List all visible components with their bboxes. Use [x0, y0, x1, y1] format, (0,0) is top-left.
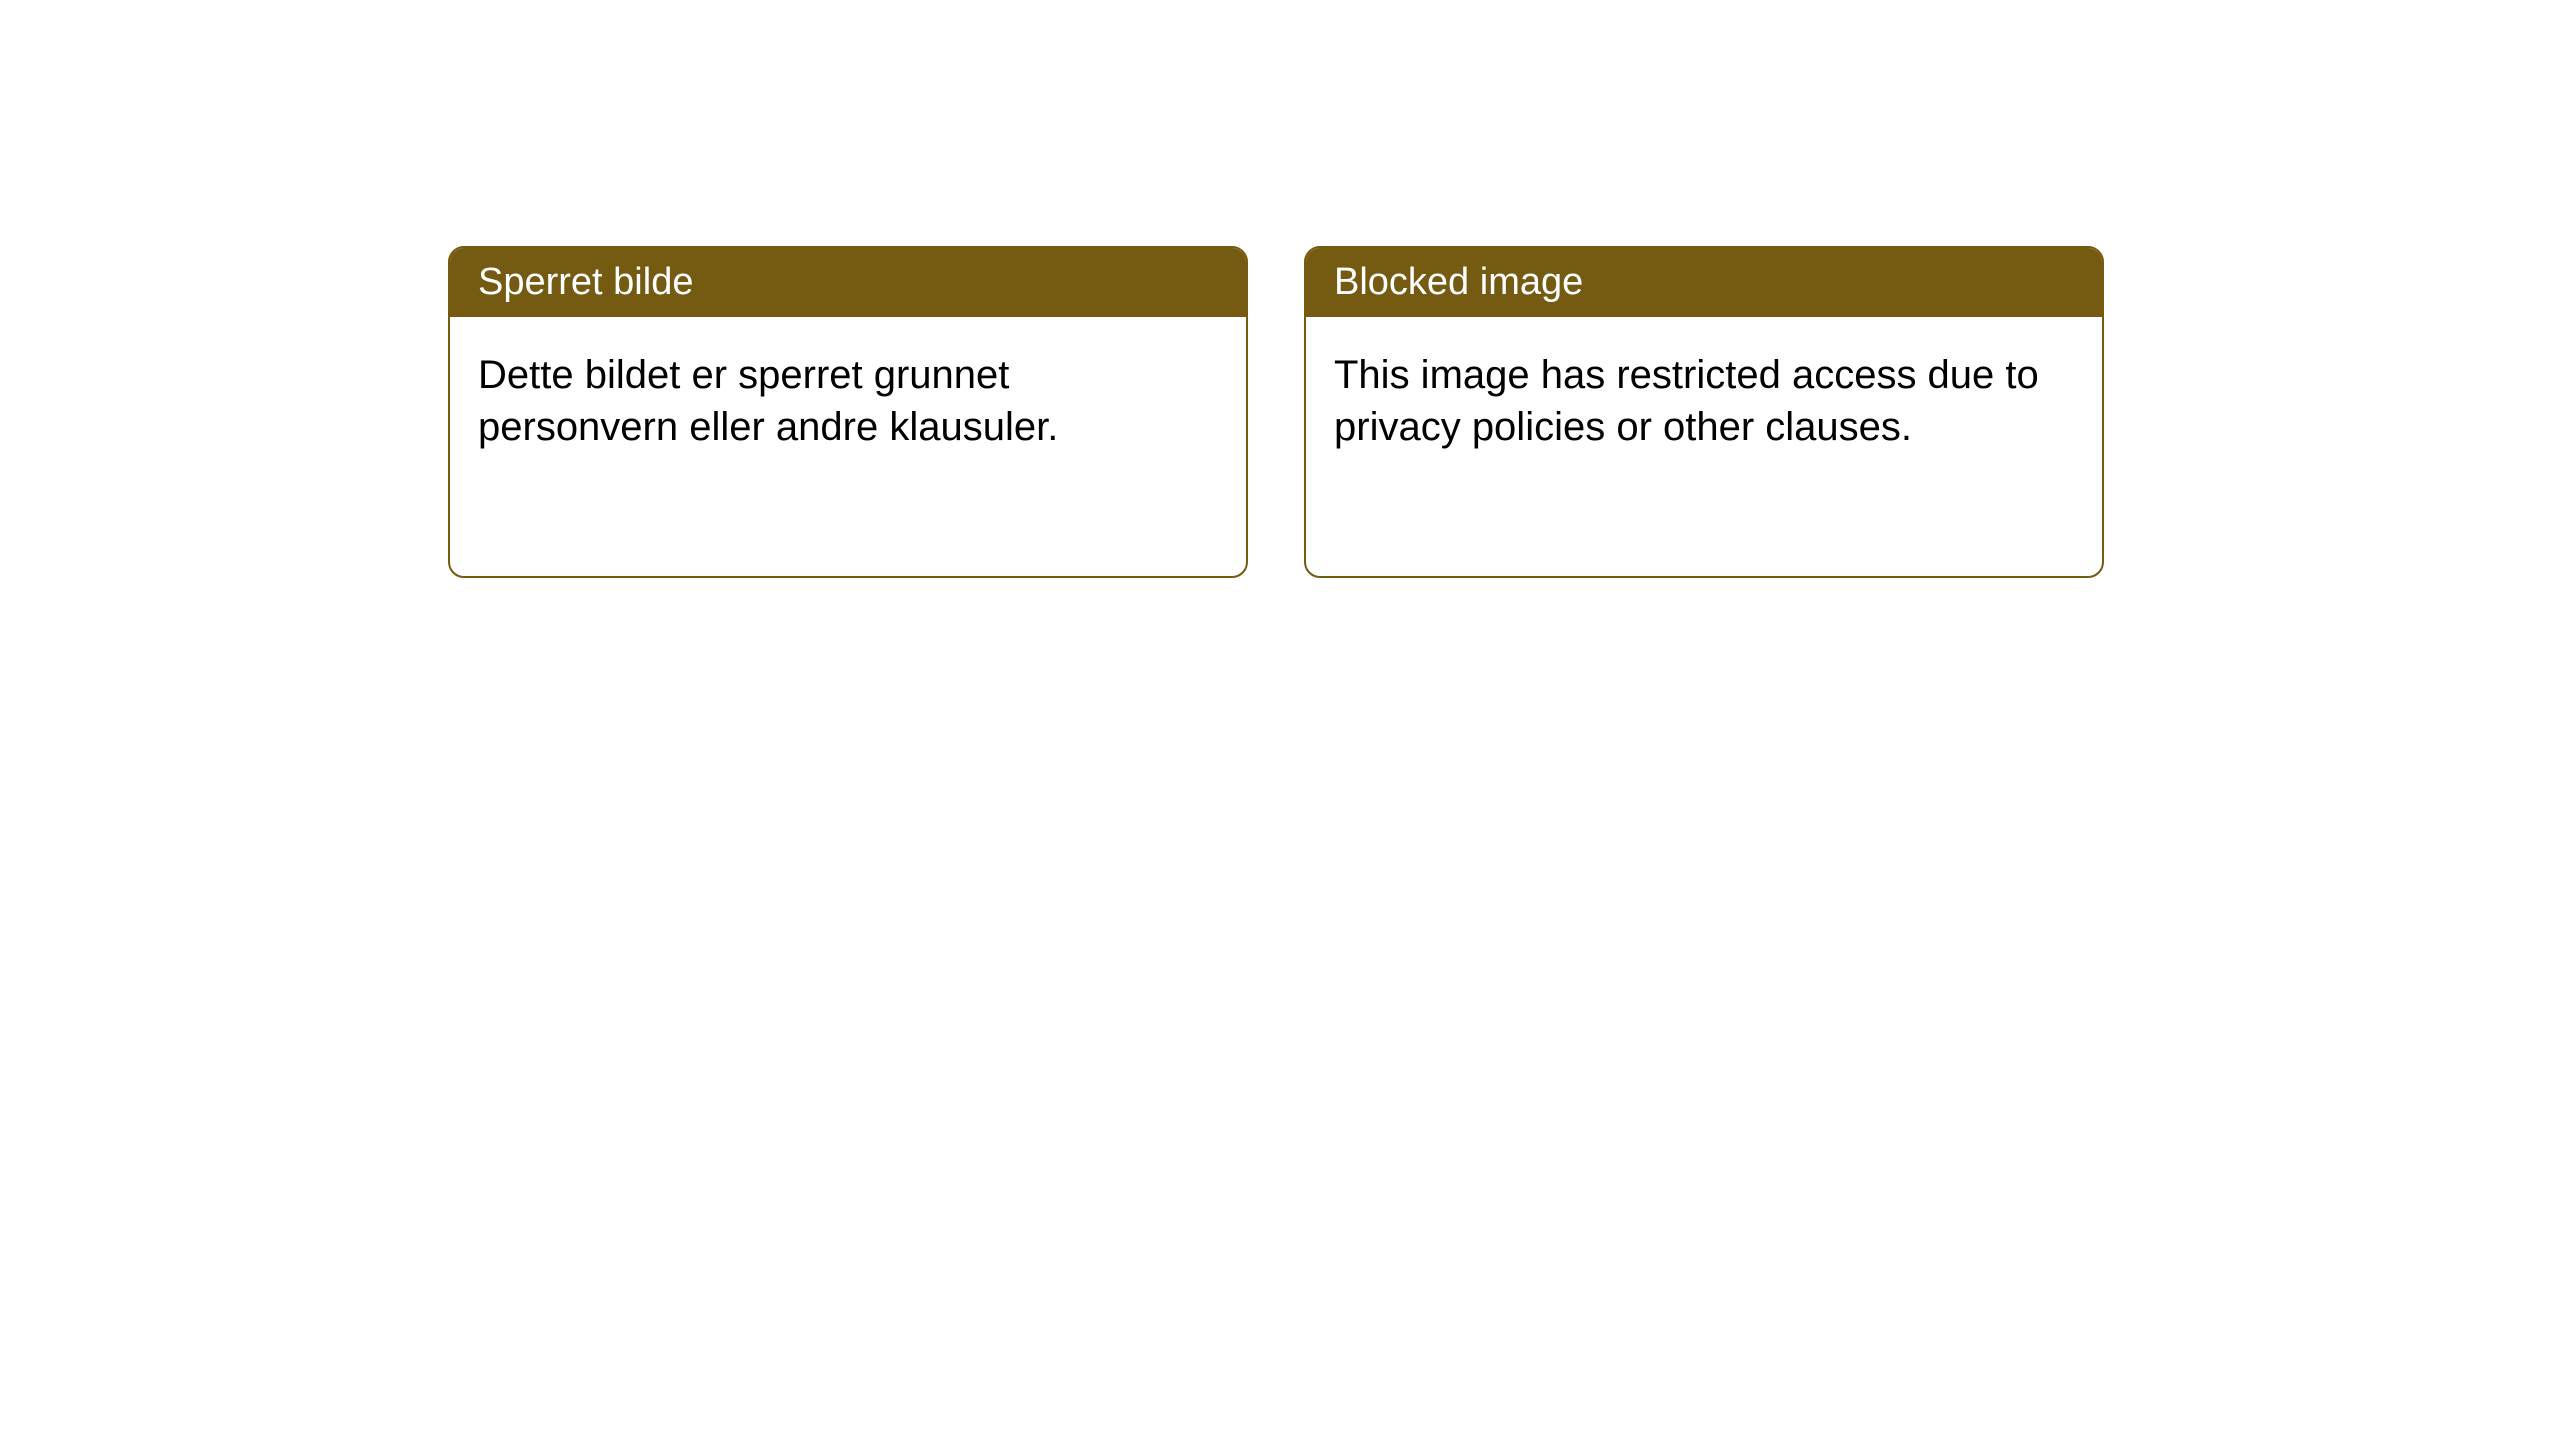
card-header-en: Blocked image — [1306, 248, 2102, 317]
card-header-no: Sperret bilde — [450, 248, 1246, 317]
card-body-no: Dette bildet er sperret grunnet personve… — [450, 317, 1246, 485]
notice-cards-container: Sperret bilde Dette bildet er sperret gr… — [448, 246, 2104, 578]
blocked-image-card-en: Blocked image This image has restricted … — [1304, 246, 2104, 578]
card-body-en: This image has restricted access due to … — [1306, 317, 2102, 485]
blocked-image-card-no: Sperret bilde Dette bildet er sperret gr… — [448, 246, 1248, 578]
